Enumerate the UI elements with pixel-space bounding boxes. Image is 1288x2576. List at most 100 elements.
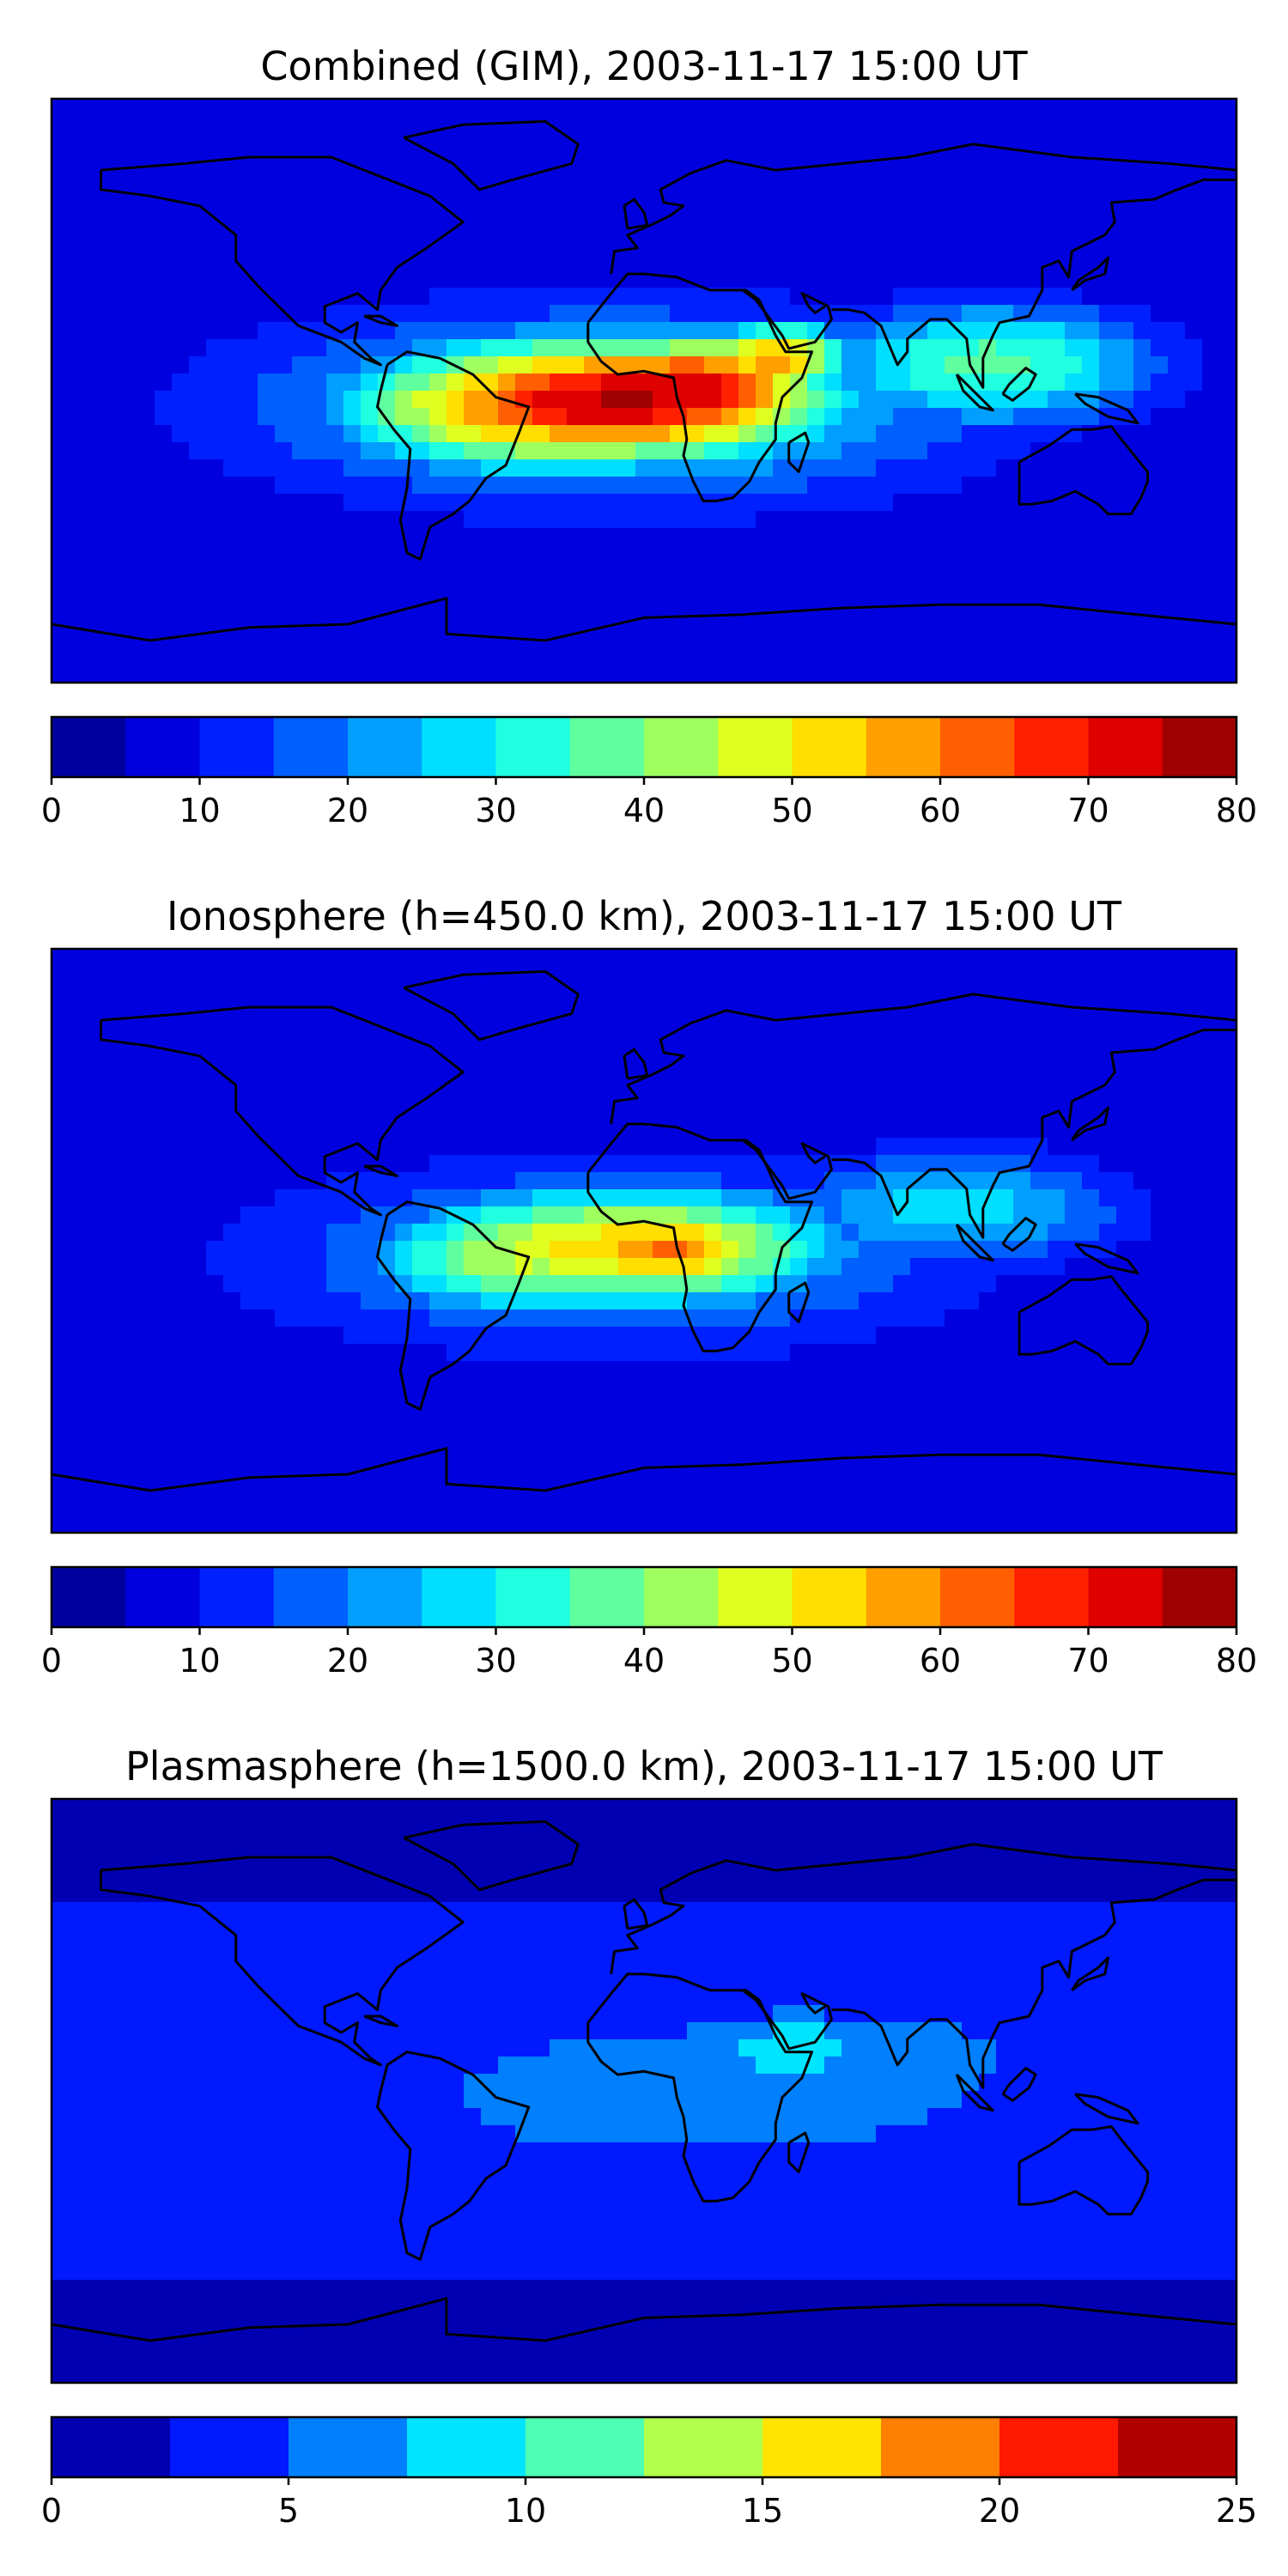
field-cell <box>240 494 258 512</box>
field-cell <box>52 305 70 323</box>
field-cell <box>1065 1378 1083 1396</box>
field-cell <box>532 339 550 357</box>
field-cell <box>189 253 207 271</box>
field-cell <box>395 1395 413 1413</box>
field-cell <box>550 614 568 632</box>
field-cell <box>412 1361 430 1379</box>
field-cell <box>618 580 636 598</box>
field-cell <box>69 185 87 203</box>
field-cell <box>790 1155 808 1173</box>
field-cell <box>137 442 155 460</box>
field-cell <box>996 391 1014 409</box>
field-cell <box>962 408 980 426</box>
field-cell <box>1048 167 1066 185</box>
field-cell <box>1013 99 1031 117</box>
field-cell <box>515 1327 533 1345</box>
field-cell <box>52 1481 70 1499</box>
field-cell <box>223 1464 241 1482</box>
field-cell <box>206 339 224 357</box>
field-cell <box>52 391 70 409</box>
field-cell <box>1133 562 1151 580</box>
field-cell <box>1065 288 1083 306</box>
field-cell <box>996 305 1014 323</box>
field-cell <box>378 425 396 443</box>
field-cell <box>893 648 911 666</box>
field-cell <box>653 1816 671 1834</box>
field-cell <box>567 1189 585 1207</box>
coastline <box>742 289 833 350</box>
field-cell <box>206 270 224 289</box>
field-cell <box>52 219 70 237</box>
field-cell <box>189 1361 207 1379</box>
field-cell <box>429 1275 447 1293</box>
field-cell <box>532 1292 550 1310</box>
field-cell <box>258 1086 276 1104</box>
field-cell <box>343 1498 361 1516</box>
field-cell <box>1013 374 1031 392</box>
field-cell <box>189 408 207 426</box>
field-cell <box>1116 597 1134 615</box>
field-cell <box>86 1481 104 1499</box>
field-cell <box>1168 477 1186 495</box>
field-cell <box>137 1206 155 1224</box>
field-cell <box>945 408 963 426</box>
field-cell <box>670 511 688 529</box>
field-cell <box>258 1799 276 1817</box>
field-cell <box>326 270 344 289</box>
field-cell <box>412 1516 430 1533</box>
field-cell <box>550 236 568 254</box>
field-cell <box>103 185 121 203</box>
field-cell <box>86 1224 104 1242</box>
field-cell <box>756 562 774 580</box>
field-cell <box>447 253 465 271</box>
field-cell <box>601 511 619 529</box>
field-cell <box>1185 1378 1203 1396</box>
field-cell <box>945 614 963 632</box>
field-cell <box>653 339 671 357</box>
field-cell <box>996 1498 1014 1516</box>
field-cell <box>189 983 207 1001</box>
field-cell <box>910 1516 928 1533</box>
field-cell <box>841 1155 860 1173</box>
field-cell <box>258 1172 276 1190</box>
field-cell <box>292 1224 310 1242</box>
field-cell <box>155 1430 173 1448</box>
field-cell <box>1185 562 1203 580</box>
field-cell <box>824 1138 842 1156</box>
field-cell <box>395 305 413 323</box>
field-cell <box>189 1275 207 1293</box>
field-cell <box>584 1086 602 1104</box>
field-cell <box>292 1241 310 1259</box>
field-cell <box>103 133 121 151</box>
field-cell <box>687 1258 705 1276</box>
field-cell <box>447 1258 465 1276</box>
field-cell <box>618 1395 636 1413</box>
field-cell <box>773 614 791 632</box>
field-cell <box>962 1258 980 1276</box>
field-cell <box>1065 1172 1083 1190</box>
field-cell <box>155 1309 173 1327</box>
field-cell <box>206 185 224 203</box>
field-cell <box>1116 1172 1134 1190</box>
field-cell <box>532 391 550 409</box>
field-cell <box>481 1155 499 1173</box>
field-cell <box>1151 1155 1169 1173</box>
field-cell <box>773 1327 791 1345</box>
field-cell <box>447 665 465 683</box>
field-cell <box>567 1309 585 1327</box>
field-cell <box>258 1413 276 1431</box>
field-cell <box>945 1206 963 1224</box>
field-cell <box>1185 665 1203 683</box>
field-cell <box>86 1344 104 1362</box>
field-cell <box>326 1189 344 1207</box>
field-cell <box>910 99 928 117</box>
field-cell <box>927 133 945 151</box>
field-cell <box>69 494 87 512</box>
field-cell <box>618 494 636 512</box>
field-cell <box>481 1498 499 1516</box>
field-cell <box>292 665 310 683</box>
field-cell <box>876 511 894 529</box>
field-cell <box>275 511 293 529</box>
field-cell <box>996 270 1014 289</box>
field-cell <box>189 1413 207 1431</box>
